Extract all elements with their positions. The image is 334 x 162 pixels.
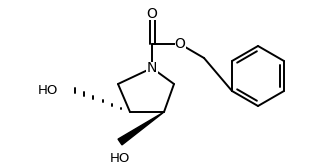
- Text: O: O: [175, 37, 185, 51]
- Text: HO: HO: [38, 83, 58, 97]
- Polygon shape: [118, 112, 164, 145]
- Text: O: O: [147, 7, 157, 21]
- FancyBboxPatch shape: [174, 39, 185, 50]
- FancyBboxPatch shape: [147, 10, 157, 20]
- FancyBboxPatch shape: [146, 62, 158, 74]
- Text: N: N: [147, 61, 157, 75]
- Text: HO: HO: [110, 152, 130, 162]
